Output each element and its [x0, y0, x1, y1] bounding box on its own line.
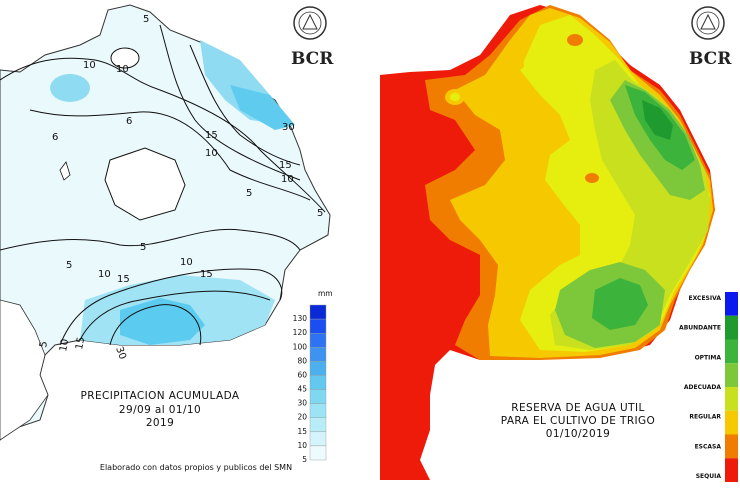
bcr-seal-icon: [293, 6, 327, 40]
bcr-logo-text: BCR: [689, 49, 732, 69]
title-line-2: PARA EL CULTIVO DE TRIGO: [501, 415, 655, 427]
legend-tick: 30: [297, 399, 307, 408]
contour-label: 5: [38, 340, 50, 348]
title-line-3: 2019: [146, 417, 174, 429]
legend-tick: 130: [293, 314, 308, 323]
legend-swatch: [725, 363, 738, 387]
contour-label: 15: [117, 274, 130, 285]
bcr-logo-right: BCR: [683, 5, 733, 70]
legend-category: SEQUIA: [696, 473, 722, 480]
legend-swatch: [309, 431, 327, 447]
legend-tick: 120: [293, 328, 308, 337]
bcr-logo-left: BCR: [285, 5, 335, 70]
legend-category: OPTIMA: [695, 354, 722, 361]
water-reserve-title: RESERVA DE AGUA UTIL PARA EL CULTIVO DE …: [501, 402, 655, 440]
legend-swatch: [309, 375, 327, 390]
contour-label: 15: [200, 269, 213, 280]
precip-legend: mm 130 120 100 80 60 45 30 20 15 10 5: [293, 289, 333, 464]
legend-category: ABUNDANTE: [679, 325, 721, 332]
water-legend: EXCESIVA ABUNDANTE OPTIMA ADECUADA REGULAR ES…: [679, 292, 738, 482]
contour-label: 15: [205, 130, 218, 141]
water-reserve-map-panel: RESERVA DE AGUA UTIL PARA EL CULTIVO DE …: [370, 0, 740, 493]
contour-label: 6: [52, 132, 58, 143]
legend-swatch: [309, 347, 327, 362]
legend-tick: 80: [297, 356, 307, 365]
contour-label: 5: [66, 260, 72, 271]
bcr-seal-icon: [691, 6, 725, 40]
contour-label: 6: [126, 116, 132, 127]
title-line-3: 01/10/2019: [546, 428, 611, 440]
legend-tick: 100: [293, 342, 308, 351]
legend-swatch: [725, 387, 738, 411]
legend-swatch: [309, 403, 327, 418]
water-reserve-map: RESERVA DE AGUA UTIL PARA EL CULTIVO DE …: [380, 5, 738, 482]
title-line-1: RESERVA DE AGUA UTIL: [511, 402, 644, 414]
contour-labels: 5 10 10 6 6 15 10 30 15 10 5 5 5 10 15 1…: [38, 14, 323, 361]
legend-category: ADECUADA: [684, 384, 721, 391]
legend-category: EXCESIVA: [689, 295, 722, 302]
contour-label: 15: [279, 160, 292, 171]
legend-swatch: [725, 410, 738, 435]
legend-swatch: [309, 304, 327, 320]
contour-label: 10: [98, 269, 111, 280]
contour-label: 10: [58, 338, 71, 352]
legend-tick: 15: [297, 427, 307, 436]
legend-unit: mm: [318, 289, 333, 298]
contour-label: 5: [140, 242, 146, 253]
legend-swatch: [309, 417, 327, 433]
title-line-2: 29/09 al 01/10: [119, 404, 201, 416]
legend-swatch: [725, 315, 738, 340]
precipitation-map-panel: 5 10 10 6 6 15 10 30 15 10 5 5 5 10 15 1…: [0, 4, 333, 472]
legend-swatch: [309, 332, 327, 348]
legend-tick: 60: [297, 370, 307, 379]
legend-tick: 10: [297, 441, 307, 450]
bcr-logo-text: BCR: [291, 49, 334, 69]
legend-tick: 20: [297, 413, 307, 422]
contour-label: 10: [281, 174, 294, 185]
contour-label: 5: [143, 14, 149, 25]
legend-swatch: [725, 458, 738, 482]
legend-swatch: [309, 361, 327, 376]
contour-label: 5: [317, 208, 323, 219]
precipitation-map: 5 10 10 6 6 15 10 30 15 10 5 5 5 10 15 1…: [0, 4, 333, 472]
legend-swatch: [725, 339, 738, 364]
legend-swatch: [725, 292, 738, 316]
contour-label: 10: [180, 257, 193, 268]
legend-tick: 5: [302, 455, 307, 464]
contour-label: 10: [83, 60, 96, 71]
legend-category: REGULAR: [689, 414, 721, 421]
legend-swatch: [309, 318, 327, 334]
contour-label: 10: [116, 64, 129, 75]
legend-category: ESCASA: [695, 443, 722, 450]
legend-tick: 45: [297, 385, 307, 394]
precip-title: PRECIPITACION ACUMULADA 29/09 al 01/10 2…: [81, 390, 240, 429]
legend-swatch: [309, 445, 327, 461]
contour-label: 5: [246, 188, 252, 199]
legend-swatch: [309, 389, 327, 404]
data-source-footer: Elaborado con datos propios y publicos d…: [100, 463, 292, 472]
contour-label: 10: [205, 148, 218, 159]
contour-label: 15: [74, 336, 87, 350]
contour-label: 30: [282, 122, 295, 133]
title-line-1: PRECIPITACION ACUMULADA: [81, 390, 240, 402]
contour-label: 30: [113, 345, 128, 361]
legend-swatch: [725, 434, 738, 459]
